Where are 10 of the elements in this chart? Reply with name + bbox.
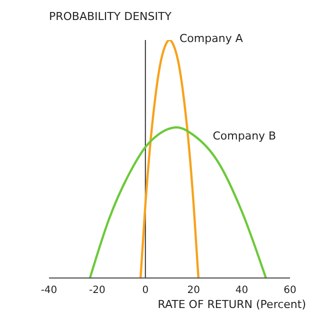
x-tick-label: -20 [89,285,106,296]
y-axis-title: PROBABILITY DENSITY [49,10,172,23]
x-axis-title: RATE OF RETURN (Percent) [158,298,306,311]
x-tick-label: -40 [40,285,58,296]
x-tick-label: 0 [142,285,149,296]
x-tick-label: 20 [187,285,200,296]
x-tick-label: 60 [284,285,296,296]
x-tick-label: 40 [235,285,248,296]
series-label: Company A [180,32,244,45]
series-label: Company B [212,129,276,142]
